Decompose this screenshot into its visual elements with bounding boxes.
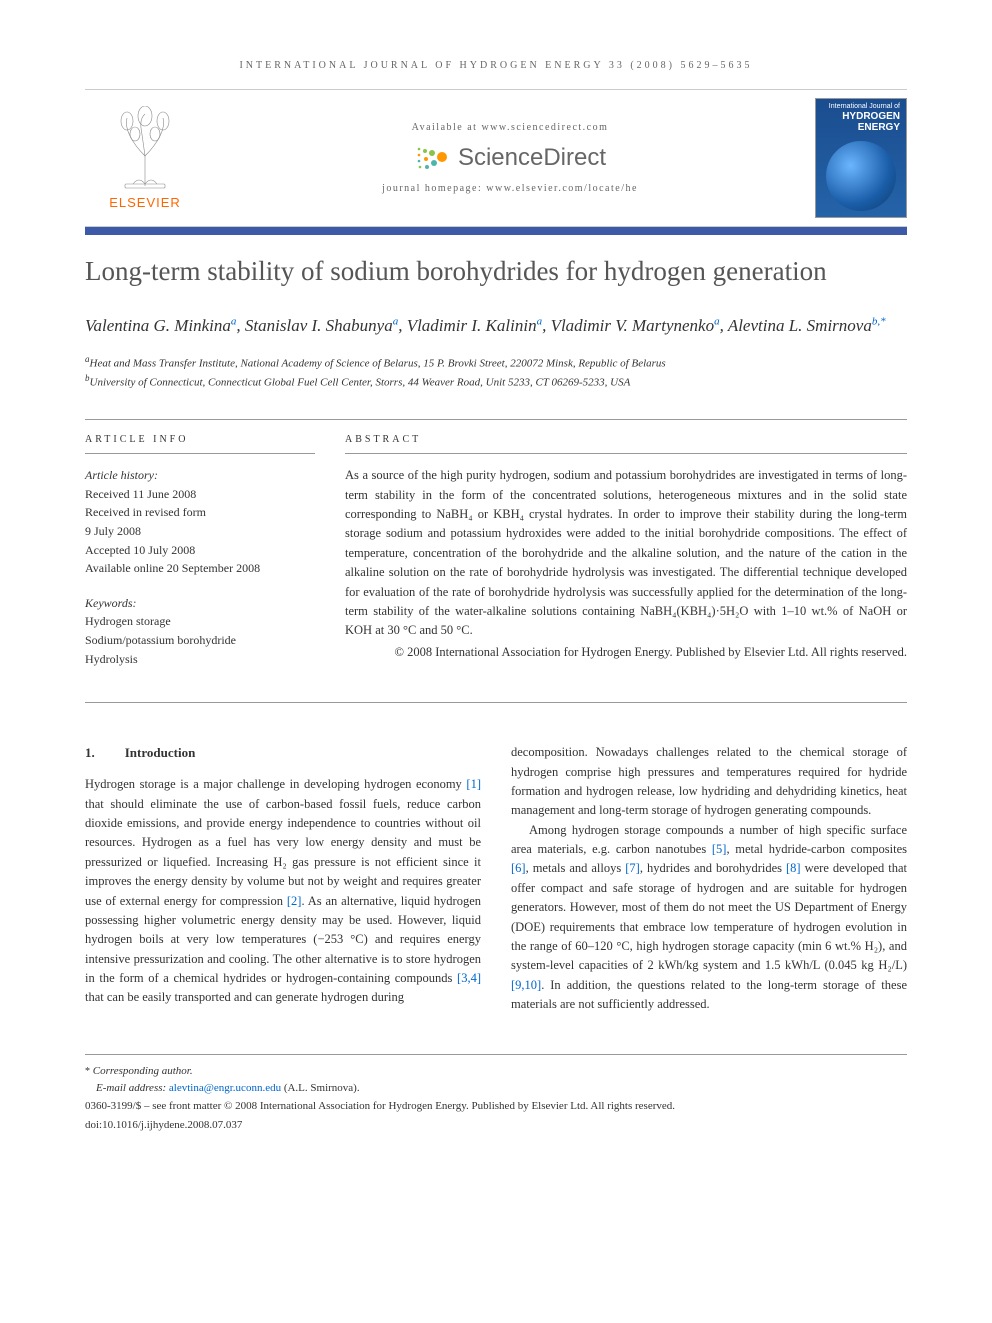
received-date: Received 11 June 2008 (85, 485, 315, 504)
article-title: Long-term stability of sodium borohydrid… (85, 253, 907, 289)
cover-title-1: HYDROGEN (816, 111, 906, 122)
keyword-1: Hydrogen storage (85, 612, 315, 631)
ref-link-910[interactable]: [9,10] (511, 978, 541, 992)
article-history: Article history: Received 11 June 2008 R… (85, 466, 315, 578)
p3-e: were developed that offer compact and sa… (511, 861, 907, 972)
affil-a-text: Heat and Mass Transfer Institute, Nation… (90, 358, 666, 370)
affil-b-text: University of Connecticut, Connecticut G… (90, 377, 631, 389)
journal-homepage-text: journal homepage: www.elsevier.com/locat… (382, 183, 638, 194)
abstract-heading: ABSTRACT (345, 434, 907, 454)
info-abstract-row: ARTICLE INFO Article history: Received 1… (85, 419, 907, 703)
affiliation-a: aHeat and Mass Transfer Institute, Natio… (85, 353, 907, 372)
section-number: 1. (85, 743, 95, 763)
banner-middle: Available at www.sciencedirect.com (205, 98, 815, 218)
email-link[interactable]: alevtina@engr.uconn.edu (169, 1082, 281, 1094)
ref-link-1[interactable]: [1] (466, 777, 481, 791)
elsevier-logo[interactable]: ELSEVIER (85, 98, 205, 218)
body-column-right: decomposition. Nowadays challenges relat… (511, 743, 907, 1014)
copyright-line: 0360-3199/$ – see front matter © 2008 In… (85, 1098, 907, 1115)
title-bar (85, 227, 907, 235)
email-name: (A.L. Smirnova). (284, 1082, 360, 1094)
ref-link-5[interactable]: [5] (712, 842, 727, 856)
journal-cover[interactable]: International Journal of HYDROGEN ENERGY (815, 98, 907, 218)
corresponding-author-note: * Corresponding author. (85, 1063, 907, 1080)
available-at-text: Available at www.sciencedirect.com (412, 122, 609, 133)
email-label: E-mail address: (96, 1082, 166, 1094)
footnotes: * Corresponding author. E-mail address: … (85, 1054, 907, 1133)
elsevier-name: ELSEVIER (109, 195, 181, 210)
online-date: Available online 20 September 2008 (85, 559, 315, 578)
ref-link-34[interactable]: [3,4] (457, 971, 481, 985)
body-column-left: 1. Introduction Hydrogen storage is a ma… (85, 743, 481, 1014)
abstract-column: ABSTRACT As a source of the high purity … (345, 434, 907, 684)
revised-l1: Received in revised form (85, 503, 315, 522)
article-info-column: ARTICLE INFO Article history: Received 1… (85, 434, 315, 684)
revised-l2: 9 July 2008 (85, 522, 315, 541)
cover-subtitle: International Journal of (816, 99, 906, 111)
cover-title-2: ENERGY (816, 122, 906, 133)
author-2[interactable]: Stanislav I. Shabunya (245, 316, 393, 335)
author-5-corr: * (880, 316, 886, 328)
cover-globe-image (826, 141, 896, 211)
paragraph-3: Among hydrogen storage compounds a numbe… (511, 821, 907, 1015)
doi-line: doi:10.1016/j.ijhydene.2008.07.037 (85, 1117, 907, 1134)
sciencedirect-icon (414, 143, 450, 173)
keyword-2: Sodium/potassium borohydride (85, 631, 315, 650)
keywords-label: Keywords: (85, 594, 315, 613)
page-container: INTERNATIONAL JOURNAL OF HYDROGEN ENERGY… (0, 0, 992, 1173)
abstract-copyright: © 2008 International Association for Hyd… (345, 643, 907, 662)
corr-star: * (85, 1066, 90, 1077)
author-2-affil: a (393, 316, 399, 328)
author-3[interactable]: Vladimir I. Kalinin (407, 316, 537, 335)
ref-link-8[interactable]: [8] (786, 861, 801, 875)
section-heading: 1. Introduction (85, 743, 481, 763)
p1-d: that can be easily transported and can g… (85, 990, 404, 1004)
body-columns: 1. Introduction Hydrogen storage is a ma… (85, 743, 907, 1014)
p3-d: , hydrides and borohydrides (640, 861, 786, 875)
abstract-text: As a source of the high purity hydrogen,… (345, 466, 907, 640)
affiliations: aHeat and Mass Transfer Institute, Natio… (85, 353, 907, 391)
section-title: Introduction (125, 743, 196, 763)
author-1-affil: a (231, 316, 237, 328)
email-line: E-mail address: alevtina@engr.uconn.edu … (85, 1080, 907, 1097)
author-5[interactable]: Alevtina L. Smirnova (728, 316, 872, 335)
keywords-block: Keywords: Hydrogen storage Sodium/potass… (85, 594, 315, 668)
author-4[interactable]: Vladimir V. Martynenko (551, 316, 715, 335)
keyword-3: Hydrolysis (85, 650, 315, 669)
running-header: INTERNATIONAL JOURNAL OF HYDROGEN ENERGY… (85, 60, 907, 71)
author-5-affil: b, (872, 316, 880, 328)
ref-link-6[interactable]: [6] (511, 861, 526, 875)
accepted-date: Accepted 10 July 2008 (85, 541, 315, 560)
corr-label: Corresponding author. (93, 1065, 193, 1077)
history-label: Article history: (85, 466, 315, 485)
ref-link-2[interactable]: [2] (287, 894, 302, 908)
article-info-heading: ARTICLE INFO (85, 434, 315, 454)
p1-a: Hydrogen storage is a major challenge in… (85, 777, 466, 791)
author-4-affil: a (714, 316, 720, 328)
authors-list: Valentina G. Minkinaa, Stanislav I. Shab… (85, 313, 907, 339)
p3-c: , metals and alloys (526, 861, 626, 875)
paragraph-1: Hydrogen storage is a major challenge in… (85, 775, 481, 1008)
sciencedirect-text: ScienceDirect (458, 144, 606, 172)
p3-f: . In addition, the questions related to … (511, 978, 907, 1011)
author-1[interactable]: Valentina G. Minkina (85, 316, 231, 335)
p3-b: , metal hydride-carbon composites (726, 842, 907, 856)
paragraph-2: decomposition. Nowadays challenges relat… (511, 743, 907, 821)
elsevier-tree-icon (105, 106, 185, 191)
affiliation-b: bUniversity of Connecticut, Connecticut … (85, 372, 907, 391)
author-3-affil: a (537, 316, 543, 328)
sciencedirect-logo[interactable]: ScienceDirect (414, 143, 606, 173)
top-banner: ELSEVIER Available at www.sciencedirect.… (85, 89, 907, 227)
p1-b: that should eliminate the use of carbon-… (85, 797, 481, 908)
ref-link-7[interactable]: [7] (625, 861, 640, 875)
